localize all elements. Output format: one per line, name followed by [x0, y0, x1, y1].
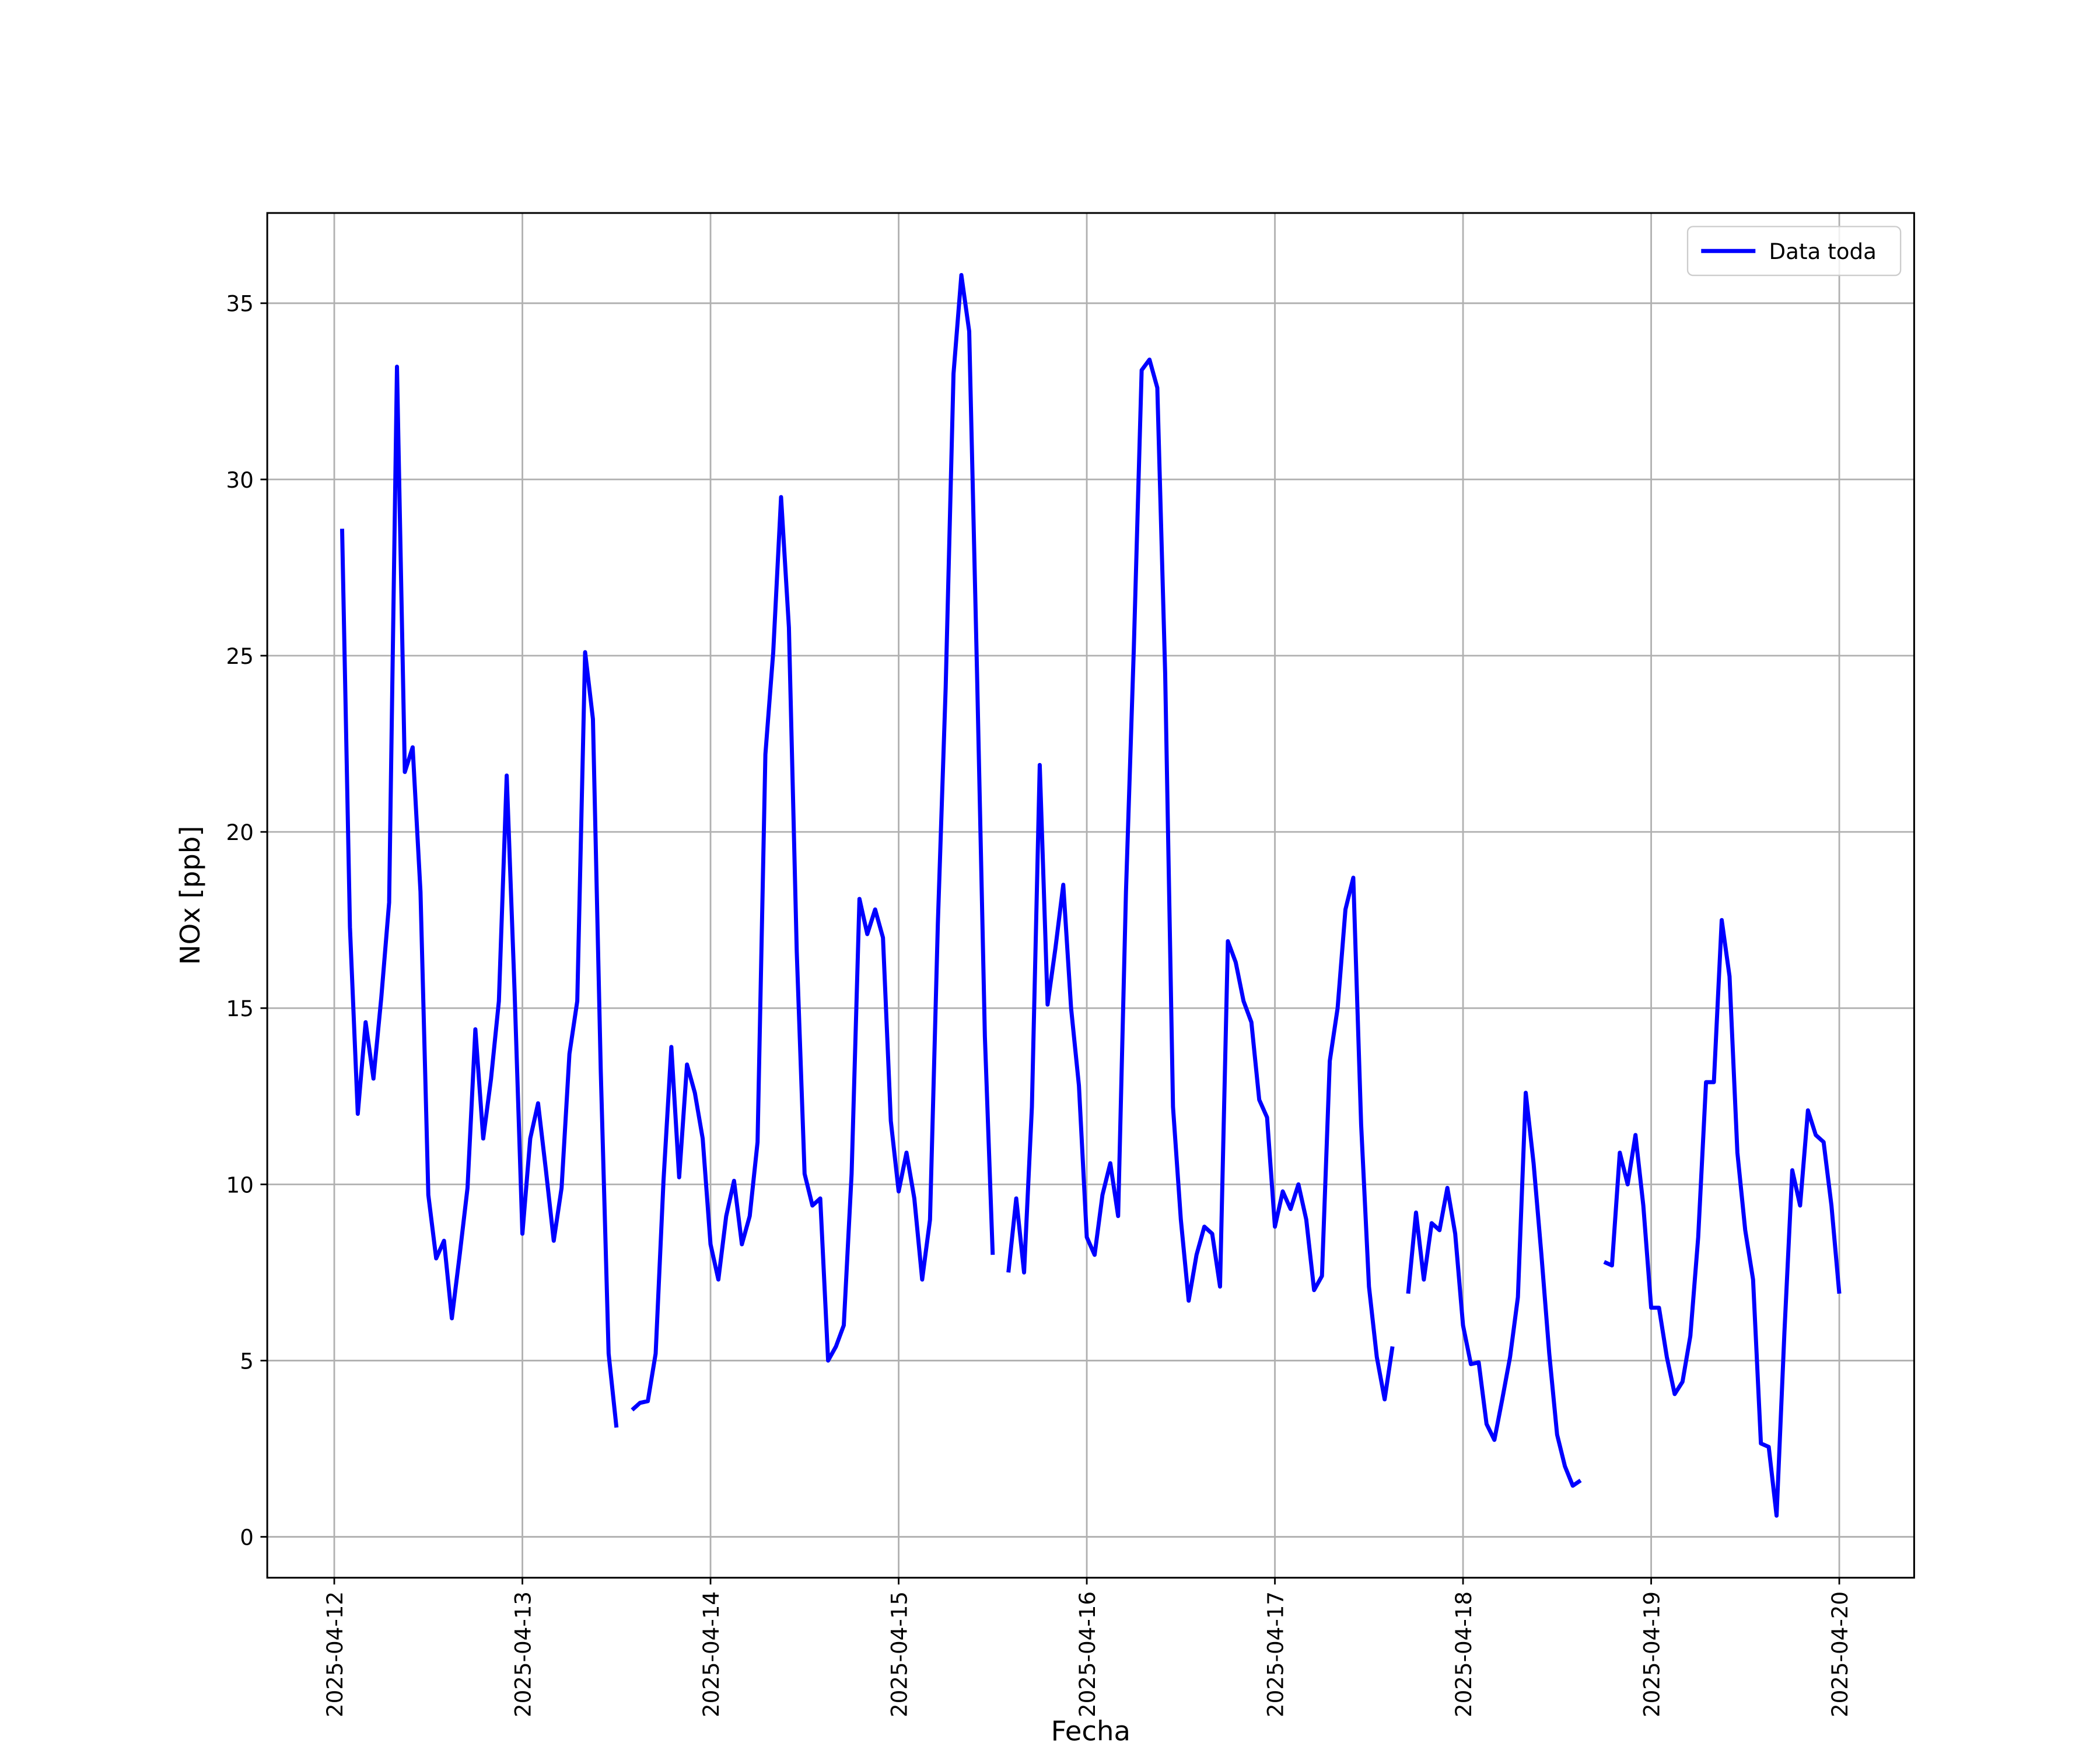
y-tick-label: 0: [240, 1525, 254, 1550]
x-tick-label: 2025-04-17: [1263, 1591, 1289, 1717]
y-tick-label: 25: [226, 643, 254, 669]
y-tick-label: 10: [226, 1172, 254, 1198]
x-tick-label: 2025-04-12: [322, 1591, 348, 1717]
x-tick-label: 2025-04-16: [1074, 1591, 1100, 1717]
y-tick-label: 20: [226, 820, 254, 845]
legend-label: Data toda: [1769, 239, 1877, 264]
x-tick-label: 2025-04-19: [1639, 1591, 1665, 1717]
x-tick-label: 2025-04-13: [510, 1591, 536, 1717]
data-line: [340, 272, 1842, 1518]
y-axis-label: NOx [ppb]: [174, 826, 206, 965]
y-tick-label: 30: [226, 467, 254, 493]
x-tick-label: 2025-04-18: [1451, 1591, 1476, 1717]
y-tick-label: 35: [226, 291, 254, 317]
x-tick-label: 2025-04-15: [886, 1591, 912, 1717]
y-tick-label: 5: [240, 1348, 254, 1374]
x-tick-label: 2025-04-14: [698, 1591, 724, 1717]
y-tick-label: 15: [226, 996, 254, 1021]
x-tick-label: 2025-04-20: [1827, 1591, 1853, 1717]
axes-frame: [266, 212, 1915, 1579]
legend-box: [1686, 226, 1902, 276]
x-axis-label: Fecha: [1051, 1716, 1130, 1747]
plot-area: [267, 213, 1915, 1578]
